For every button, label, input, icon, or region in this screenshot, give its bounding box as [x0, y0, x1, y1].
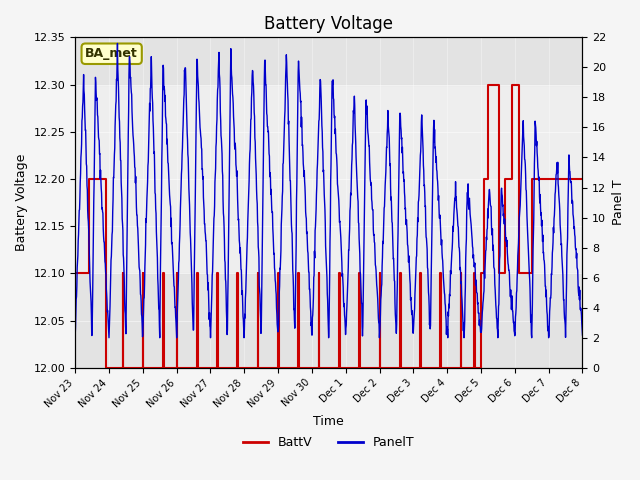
X-axis label: Time: Time [314, 415, 344, 428]
Legend: BattV, PanelT: BattV, PanelT [238, 431, 419, 454]
Bar [75, 84, 582, 273]
Y-axis label: Battery Voltage: Battery Voltage [15, 154, 28, 251]
Bar [75, 273, 582, 368]
Y-axis label: Panel T: Panel T [612, 180, 625, 226]
Text: BA_met: BA_met [85, 47, 138, 60]
Title: Battery Voltage: Battery Voltage [264, 15, 394, 33]
Bar [75, 37, 582, 84]
